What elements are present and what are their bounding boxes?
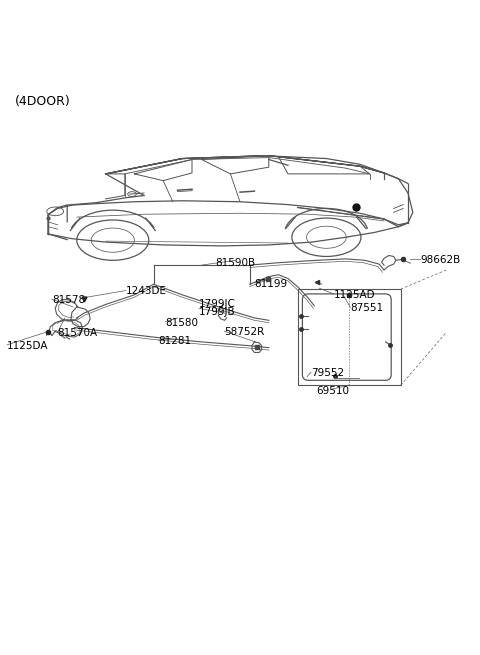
Text: 1125DA: 1125DA	[7, 341, 48, 350]
Text: 58752R: 58752R	[225, 328, 265, 337]
Text: 81580: 81580	[166, 318, 199, 328]
Text: 79552: 79552	[311, 368, 344, 378]
Text: 87551: 87551	[350, 303, 384, 313]
Text: 98662B: 98662B	[420, 255, 460, 265]
Text: 81281: 81281	[158, 336, 192, 346]
Text: 1799JC: 1799JC	[199, 299, 236, 309]
Text: (4DOOR): (4DOOR)	[14, 95, 70, 107]
Text: 81199: 81199	[254, 279, 288, 290]
Text: 1799JB: 1799JB	[199, 307, 236, 317]
Text: 81570A: 81570A	[58, 328, 98, 338]
Bar	[298, 289, 401, 385]
Text: 81578: 81578	[52, 295, 85, 305]
Text: 81590B: 81590B	[215, 257, 255, 268]
Text: 1125AD: 1125AD	[334, 290, 375, 300]
Text: 1243DE: 1243DE	[126, 286, 167, 297]
Text: 69510: 69510	[316, 386, 349, 396]
